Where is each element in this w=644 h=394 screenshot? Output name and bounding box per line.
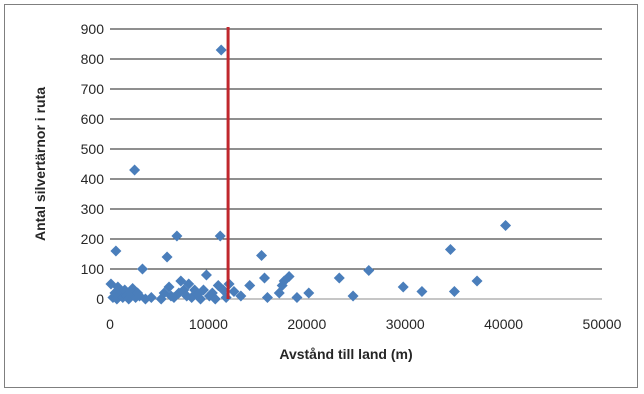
data-point: [119, 284, 131, 296]
data-points: [105, 44, 512, 305]
data-point: [228, 286, 240, 297]
data-point: [333, 272, 345, 284]
data-point: [215, 44, 227, 56]
data-point: [214, 230, 226, 242]
y-tick-label: 300: [81, 201, 105, 217]
data-point: [256, 250, 268, 261]
data-point: [397, 281, 409, 293]
y-tick-label: 400: [81, 171, 105, 187]
data-point: [448, 286, 460, 297]
data-point: [500, 220, 512, 231]
x-tick-label: 20000: [287, 316, 326, 332]
data-point: [291, 292, 303, 303]
data-point: [110, 245, 122, 257]
data-point: [471, 275, 483, 287]
gridlines: [110, 28, 602, 300]
x-tick-label: 10000: [189, 316, 228, 332]
data-point: [347, 290, 359, 302]
data-point: [161, 251, 173, 263]
y-tick-labels: 0 100 200 300 400 500 600 700 800 900: [81, 21, 105, 307]
x-axis-title: Avstånd till land (m): [279, 346, 412, 362]
data-point: [171, 230, 183, 242]
y-tick-label: 200: [81, 231, 105, 247]
data-point: [244, 280, 256, 291]
data-point: [261, 292, 273, 303]
data-point: [197, 284, 209, 296]
data-point: [183, 278, 195, 290]
data-point: [303, 287, 315, 299]
data-point: [145, 292, 157, 303]
y-tick-label: 600: [81, 111, 105, 127]
data-point: [195, 293, 207, 305]
y-tick-label: 500: [81, 141, 105, 157]
data-point: [129, 164, 141, 176]
y-tick-label: 800: [81, 51, 105, 67]
y-tick-label: 700: [81, 81, 105, 97]
x-tick-label: 40000: [484, 316, 523, 332]
data-point: [363, 265, 375, 276]
data-point: [444, 244, 456, 255]
data-point: [258, 272, 270, 284]
data-point: [283, 271, 295, 282]
chart-frame: 0 100 200 300 400 500 600 700 800 900 0 10000 20000…: [4, 4, 638, 388]
x-tick-labels: 0 10000 20000 30000 40000 50000: [106, 316, 622, 332]
y-tick-label: 900: [81, 21, 105, 37]
data-point: [136, 263, 148, 275]
x-tick-label: 30000: [386, 316, 425, 332]
data-point: [209, 293, 221, 305]
y-tick-label: 0: [96, 291, 104, 307]
data-point: [200, 269, 212, 281]
x-tick-label: 0: [106, 316, 114, 332]
data-point: [235, 290, 247, 302]
data-point: [416, 286, 428, 297]
data-point: [163, 281, 175, 293]
scatter-chart: 0 100 200 300 400 500 600 700 800 900 0 10000 20000…: [32, 21, 622, 362]
y-axis-title: Antal silvertärnor i ruta: [32, 87, 48, 241]
y-tick-label: 100: [81, 261, 105, 277]
x-tick-label: 50000: [583, 316, 622, 332]
